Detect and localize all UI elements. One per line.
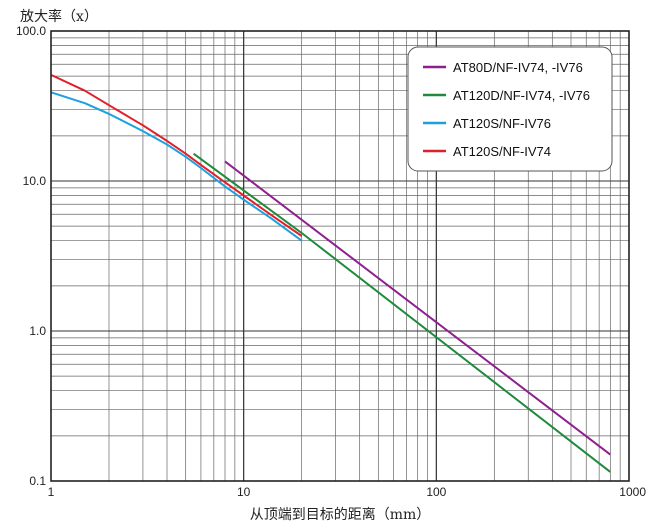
series-line-1	[224, 160, 611, 456]
y-tick-labels: 100.0 10.0 1.0 0.1	[16, 24, 46, 488]
series-line-3	[50, 91, 303, 242]
y-tick-label: 10.0	[23, 174, 47, 188]
x-tick-label: 1	[48, 485, 55, 499]
series-lines	[50, 73, 611, 473]
legend-box	[407, 46, 613, 172]
minor-grid	[51, 31, 629, 481]
legend-label: AT120S/NF-IV76	[453, 116, 551, 131]
x-tick-label: 100	[426, 485, 446, 499]
legend: AT80D/NF-IV74, -IV76 AT120D/NF-IV74, -IV7…	[407, 46, 613, 172]
y-tick-label: 100.0	[16, 24, 46, 38]
plot-frame	[50, 30, 630, 482]
series-line-4	[50, 73, 303, 237]
x-tick-label: 10	[237, 485, 251, 499]
y-tick-label: 1.0	[29, 324, 46, 338]
legend-label: AT120S/NF-IV74	[453, 144, 551, 159]
x-tick-labels: 1 10 100 1000	[48, 485, 647, 499]
x-axis-title: 从顶端到目标的距离（mm）	[250, 506, 431, 523]
y-tick-label: 0.1	[29, 474, 46, 488]
legend-label: AT120D/NF-IV74, -IV76	[453, 88, 590, 103]
series-line-2	[193, 152, 611, 473]
legend-label: AT80D/NF-IV74, -IV76	[453, 60, 583, 75]
x-tick-label: 1000	[619, 485, 646, 499]
y-axis-title: 放大率（x）	[20, 8, 98, 25]
